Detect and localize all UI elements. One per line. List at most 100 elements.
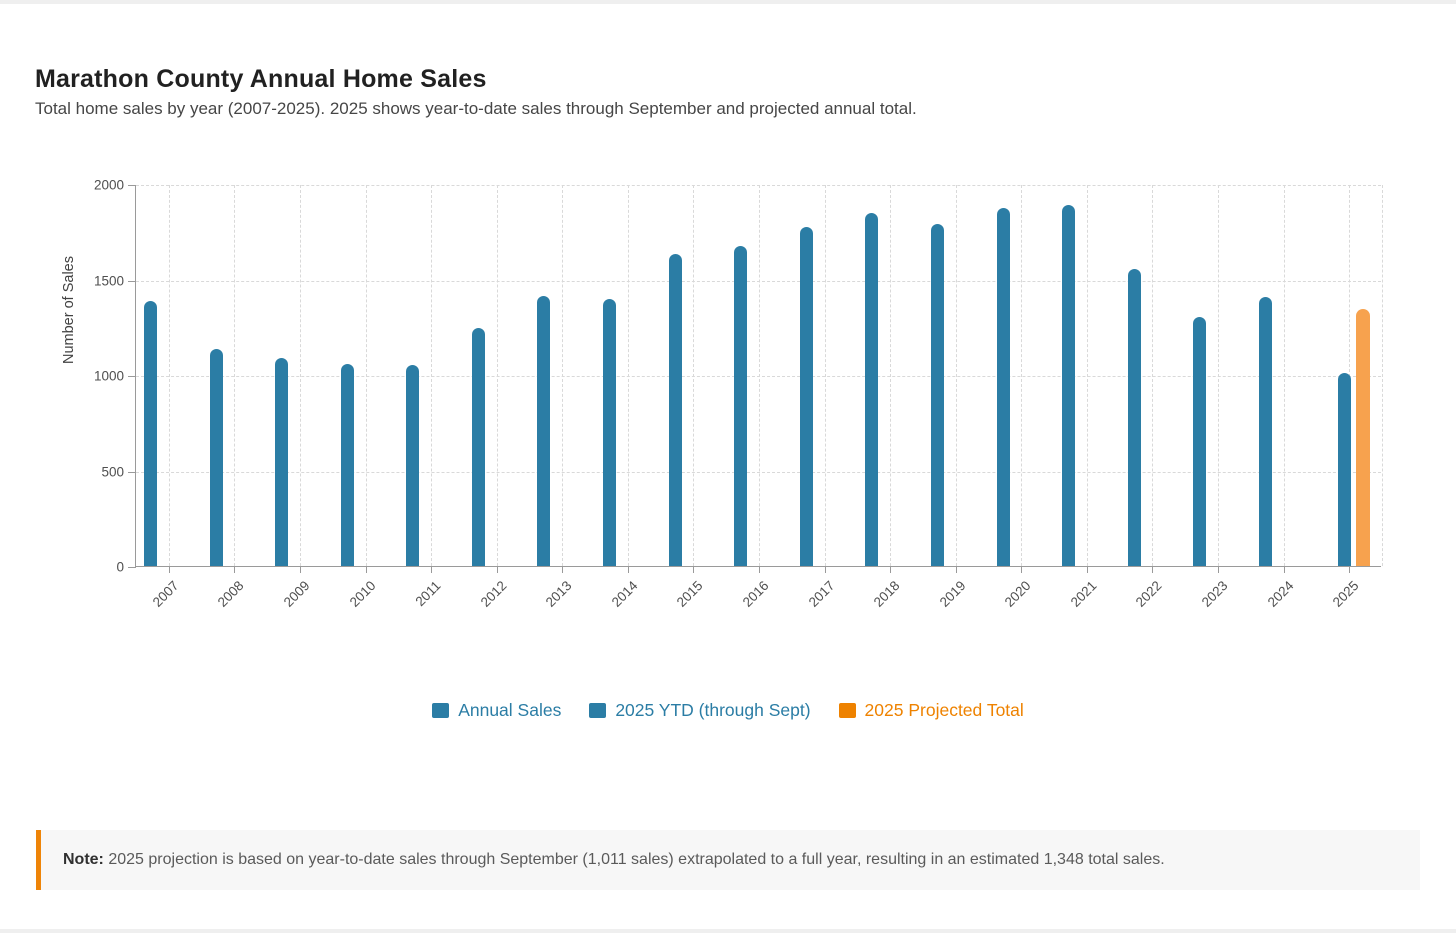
note-text: Note: 2025 projection is based on year-t…	[63, 851, 1165, 869]
x-tick-label-2018: 2018	[870, 578, 903, 610]
gridline-x-2007	[168, 185, 170, 566]
bar-2008[interactable]	[209, 349, 223, 566]
home-sales-bar-chart: Number of Sales 0 500 1000 1500 2000 2007 2008…	[0, 150, 1456, 670]
bar-2023[interactable]	[1193, 316, 1207, 566]
x-tick-2023	[1218, 566, 1220, 573]
gridline-x-2012	[496, 185, 498, 566]
page-subtitle: Total home sales by year (2007-2025). 20…	[35, 99, 917, 118]
gridline-x-2019	[955, 185, 957, 566]
y-tick-2000	[128, 185, 136, 186]
legend-item-2025-projected-total[interactable]: 2025 Projected Total	[838, 700, 1024, 721]
gridline-x-2009	[299, 185, 301, 566]
x-tick-2015	[693, 566, 695, 573]
x-tick-2018	[890, 566, 892, 573]
gridline-right-edge	[1382, 185, 1383, 566]
x-tick-2022	[1152, 566, 1154, 573]
x-tick-2020	[1021, 566, 1023, 573]
bar-2011[interactable]	[406, 365, 420, 566]
gridline-x-2023	[1218, 185, 1220, 566]
x-tick-label-2024: 2024	[1264, 578, 1297, 610]
y-tick-label-2000: 2000	[93, 177, 124, 193]
x-tick-2019	[955, 566, 957, 573]
chart-legend: Annual Sales 2025 YTD (through Sept) 2025 …	[0, 700, 1456, 721]
x-tick-2012	[496, 566, 498, 573]
x-tick-label-2021: 2021	[1067, 578, 1100, 610]
bar-2012[interactable]	[471, 328, 485, 566]
plot-area: 0 500 1000 1500 2000 2007 2008 2009 2010 2011 2012…	[94, 178, 1383, 610]
bar-2017[interactable]	[799, 226, 813, 566]
gridline-x-2011	[431, 185, 433, 566]
gridline-y-1500	[136, 280, 1381, 282]
bar-2009[interactable]	[275, 357, 289, 566]
gridline-x-2010	[365, 185, 367, 566]
x-tick-label-2013: 2013	[543, 578, 575, 610]
gridline-x-2018	[890, 185, 892, 566]
note-box: Note: 2025 projection is based on year-t…	[36, 830, 1420, 890]
x-tick-2007	[168, 566, 170, 573]
y-tick-label-1000: 1000	[93, 368, 124, 384]
x-tick-label-2023: 2023	[1198, 578, 1231, 610]
bar-2013[interactable]	[537, 295, 551, 566]
bar-2010[interactable]	[340, 363, 354, 566]
x-tick-2017	[824, 566, 826, 573]
gridline-y-500	[136, 471, 1381, 473]
bar-2025-ytd[interactable]	[1338, 372, 1352, 566]
bar-2014[interactable]	[603, 298, 617, 566]
gridline-x-2021	[1086, 185, 1088, 566]
x-tick-label-2008: 2008	[215, 578, 247, 610]
x-tick-label-2022: 2022	[1133, 578, 1166, 610]
bar-2025-projected[interactable]	[1356, 308, 1371, 566]
x-tick-2011	[431, 566, 433, 573]
y-tick-0	[128, 567, 136, 568]
bar-2022[interactable]	[1127, 269, 1141, 566]
bar-2015[interactable]	[668, 253, 682, 566]
gridline-x-2024	[1283, 185, 1285, 566]
legend-swatch-icon	[838, 703, 856, 718]
x-tick-2025	[1349, 566, 1351, 573]
x-tick-label-2011: 2011	[412, 578, 444, 610]
legend-label: Annual Sales	[458, 700, 562, 720]
x-tick-label-2020: 2020	[1002, 578, 1034, 610]
legend-item-2025-ytd-through-sept[interactable]: 2025 YTD (through Sept)	[589, 700, 811, 721]
page-top-divider	[0, 0, 1456, 4]
gridline-x-2013	[562, 185, 564, 566]
y-tick-500	[128, 471, 136, 473]
legend-swatch-icon	[589, 703, 607, 718]
y-tick-1000	[128, 376, 136, 377]
x-tick-label-2019: 2019	[936, 578, 969, 610]
gridline-y-2000	[136, 185, 1381, 186]
gridline-x-2015	[693, 185, 695, 566]
gridline-x-2014	[627, 185, 629, 566]
x-tick-label-2009: 2009	[280, 578, 313, 610]
note-body: 2025 projection is based on year-to-date…	[108, 851, 1165, 868]
gridline-x-2017	[824, 185, 826, 566]
x-tick-label-2025: 2025	[1329, 578, 1362, 610]
x-tick-label-2015: 2015	[674, 578, 707, 610]
x-tick-label-2012: 2012	[477, 578, 510, 610]
bar-2024[interactable]	[1258, 296, 1272, 566]
x-tick-2013	[562, 566, 564, 573]
legend-label: 2025 YTD (through Sept)	[615, 700, 811, 720]
bar-2021[interactable]	[1062, 205, 1076, 566]
x-tick-2021	[1086, 566, 1088, 573]
x-tick-label-2017: 2017	[805, 578, 838, 610]
legend-label: 2025 Projected Total	[864, 700, 1024, 720]
gridline-x-2020	[1021, 185, 1023, 566]
bar-2018[interactable]	[865, 212, 879, 566]
x-tick-2009	[299, 566, 301, 573]
x-tick-label-2014: 2014	[608, 578, 641, 610]
note-label: Note:	[63, 851, 104, 868]
gridline-x-2016	[759, 185, 760, 566]
legend-item-annual-sales[interactable]: Annual Sales	[432, 700, 561, 721]
bar-2019[interactable]	[930, 224, 944, 566]
y-tick-1500	[128, 280, 136, 282]
bar-2020[interactable]	[996, 207, 1010, 566]
x-tick-label-2010: 2010	[346, 578, 379, 610]
x-tick-label-2007: 2007	[149, 578, 182, 610]
gridline-x-2022	[1152, 185, 1154, 566]
x-tick-2014	[627, 566, 629, 573]
bar-2016[interactable]	[734, 246, 748, 566]
bar-2007[interactable]	[144, 300, 157, 566]
y-tick-label-0: 0	[116, 559, 124, 575]
